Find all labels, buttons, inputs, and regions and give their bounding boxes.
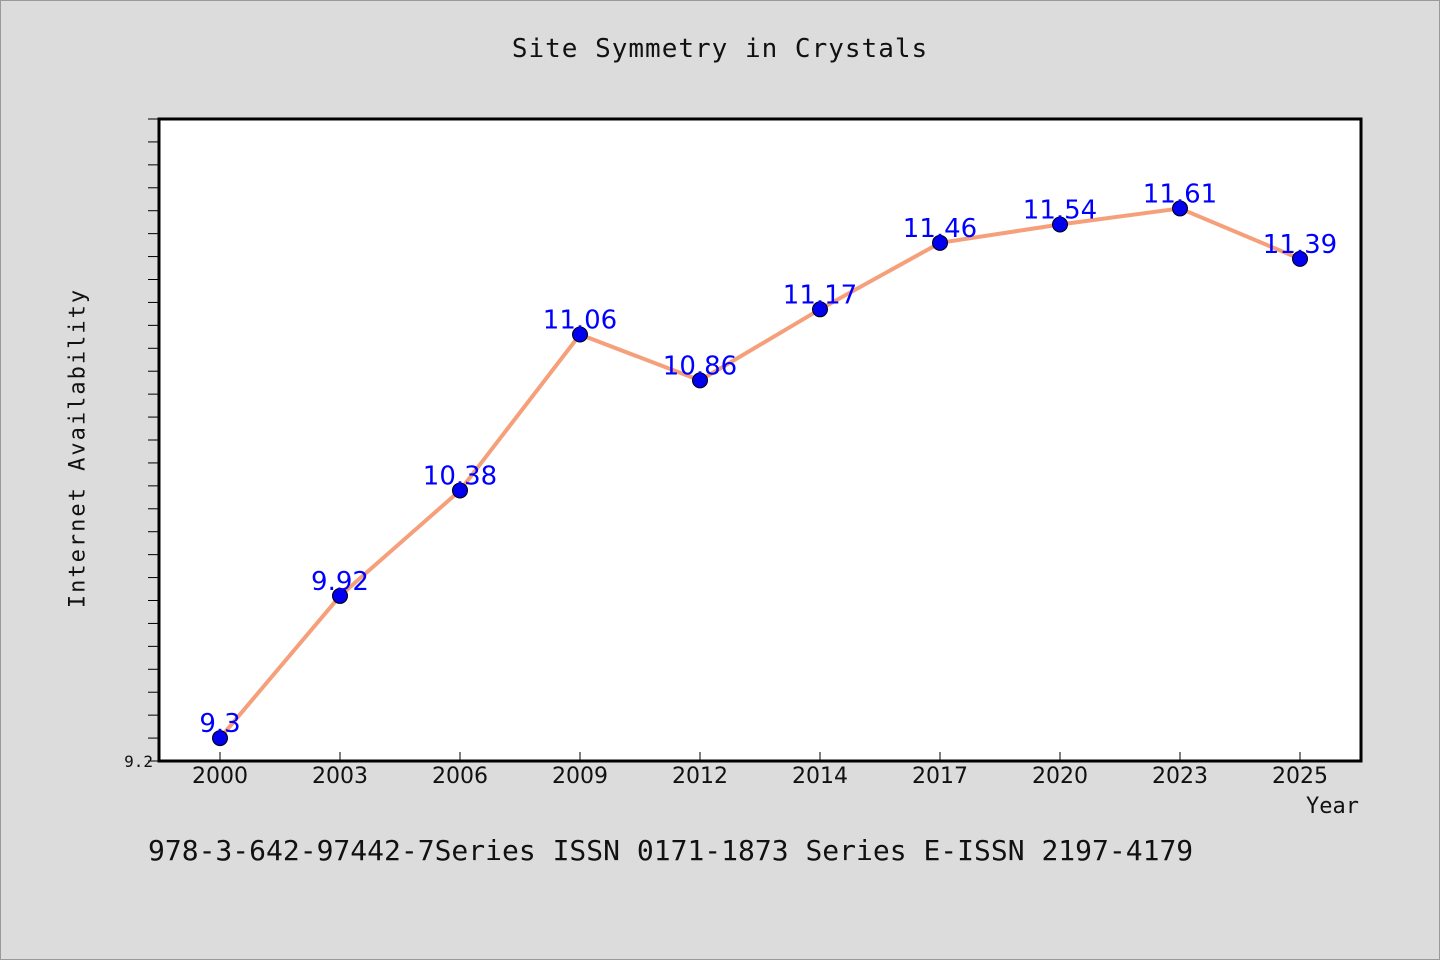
series-line-group (218, 206, 1301, 740)
data-label: 11.06 (543, 306, 617, 336)
data-label: 10.86 (663, 351, 737, 381)
data-label: 11.39 (1263, 230, 1337, 260)
data-label: 9.92 (311, 567, 369, 597)
x-tick-label: 2025 (1272, 764, 1328, 789)
data-point (1052, 216, 1068, 233)
data-point (212, 730, 228, 747)
x-tick-label: 2020 (1032, 764, 1088, 789)
data-markers (212, 200, 1308, 747)
data-point (452, 482, 468, 499)
data-point (932, 234, 948, 251)
data-label: 11.17 (783, 280, 857, 310)
data-point (1172, 200, 1188, 217)
x-tick-label: 2000 (192, 764, 248, 789)
x-tick-label: 2014 (792, 764, 848, 789)
plot-area (157, 117, 1363, 763)
chart-title: Site Symmetry in Crystals (511, 34, 929, 64)
data-label: 11.61 (1143, 179, 1217, 209)
data-point (692, 372, 708, 389)
x-axis-label: Year (1306, 794, 1359, 819)
data-labels: 9.3 9.92 10.38 11.06 10.86 11.17 11.46 11.54 11.… (199, 179, 1337, 739)
data-point (572, 326, 588, 343)
data-point (812, 301, 828, 318)
y-tick-label: 9.2 (124, 752, 153, 771)
data-label: 11.46 (903, 214, 977, 244)
y-axis-ticks: 9.2 (124, 118, 159, 771)
x-tick-label: 2009 (552, 764, 608, 789)
x-tick-label: 2006 (432, 764, 488, 789)
series-line (218, 206, 1301, 740)
data-label: 11.54 (1023, 195, 1097, 225)
data-point (332, 587, 348, 604)
data-label: 9.3 (199, 709, 240, 739)
footnote-isbn: 978-3-642-97442-7Series ISSN 0171-1873 S… (148, 834, 1194, 867)
x-tick-label: 2023 (1152, 764, 1208, 789)
x-axis-ticks: 2000 2003 2006 2009 2012 2014 2017 2020 2023 2025 (192, 752, 1328, 789)
x-tick-label: 2003 (312, 764, 368, 789)
data-label: 10.38 (423, 461, 497, 491)
x-tick-label: 2012 (672, 764, 728, 789)
data-point (1292, 250, 1308, 267)
x-tick-label: 2017 (912, 764, 968, 789)
